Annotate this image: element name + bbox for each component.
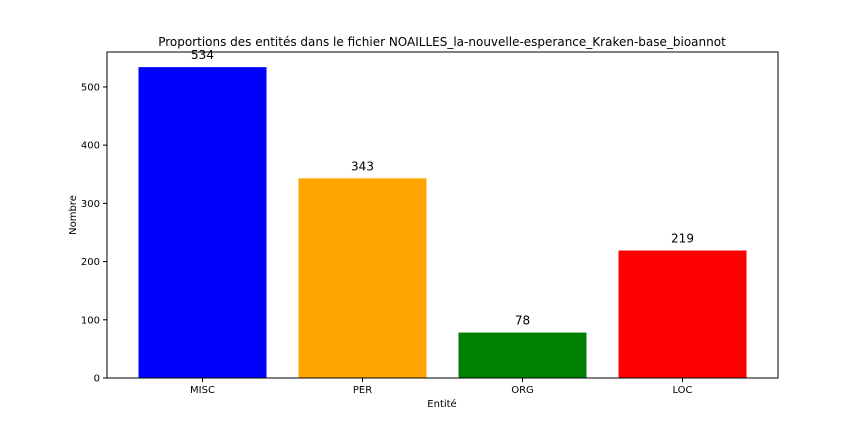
x-axis-label: Entité xyxy=(427,398,456,410)
bar-per xyxy=(298,178,427,378)
y-tick-label-500: 500 xyxy=(81,82,100,93)
chart-title: Proportions des entités dans le fichier … xyxy=(158,35,726,49)
bars-group xyxy=(138,67,747,378)
x-tick-label-misc: MISC xyxy=(190,385,215,396)
x-tick-label-org: ORG xyxy=(511,385,534,396)
bar-loc xyxy=(618,250,747,378)
y-tick-label-100: 100 xyxy=(81,315,100,326)
value-label-misc: 534 xyxy=(191,48,214,62)
y-axis-label: Nombre xyxy=(68,195,79,235)
y-tick-label-400: 400 xyxy=(81,141,100,152)
bar-misc xyxy=(138,67,267,378)
x-axis-ticks: MISC PER ORG LOC xyxy=(190,378,693,396)
value-label-loc: 219 xyxy=(671,232,694,246)
y-tick-label-300: 300 xyxy=(81,199,100,210)
x-tick-label-loc: LOC xyxy=(672,385,692,396)
value-label-per: 343 xyxy=(351,159,374,173)
y-tick-label-0: 0 xyxy=(94,374,100,385)
y-axis-ticks: 0 100 200 300 400 500 xyxy=(81,82,107,385)
value-labels: 534 343 78 219 xyxy=(191,48,694,327)
bar-org xyxy=(458,332,587,378)
plot-area: 0 100 200 300 400 500 MISC PER ORG LOC 534 343 78 2… xyxy=(81,48,779,396)
y-tick-label-200: 200 xyxy=(81,257,100,268)
value-label-org: 78 xyxy=(515,314,530,328)
x-tick-label-per: PER xyxy=(353,385,372,396)
axes-frame xyxy=(106,51,779,379)
